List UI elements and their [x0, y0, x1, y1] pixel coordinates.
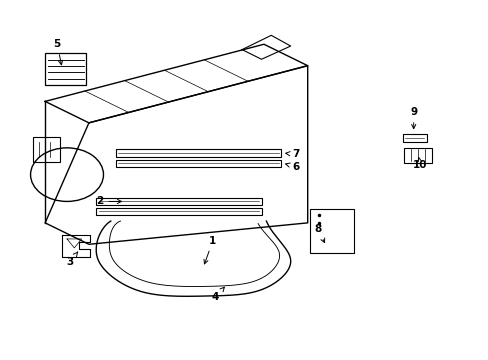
Text: 6: 6 [285, 162, 299, 172]
Text: 9: 9 [409, 107, 416, 129]
Bar [309, 208, 353, 253]
Bar [116, 159, 281, 167]
Text: 5: 5 [54, 39, 62, 65]
Bar [402, 134, 426, 143]
Text: 4: 4 [211, 287, 224, 302]
Text: 2: 2 [96, 197, 121, 206]
Bar [403, 148, 431, 163]
Text: 1: 1 [203, 236, 216, 264]
Text: 8: 8 [314, 224, 324, 243]
Text: 10: 10 [412, 157, 427, 170]
Text: 7: 7 [285, 149, 299, 159]
Bar [96, 208, 261, 215]
Bar [116, 149, 281, 157]
Text: 3: 3 [66, 252, 78, 267]
Bar [96, 198, 261, 205]
Bar [33, 137, 60, 162]
Bar [45, 53, 86, 85]
